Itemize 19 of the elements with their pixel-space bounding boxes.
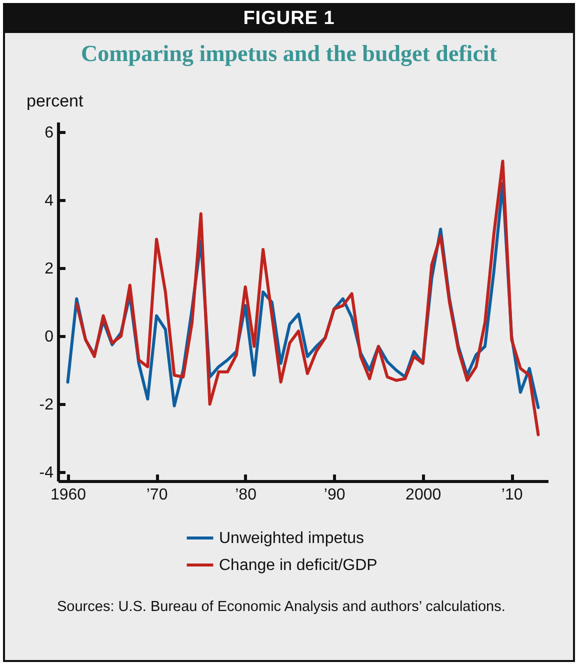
y-tick-label: 4 [44,192,54,210]
x-tick-label: ’10 [501,486,523,504]
line-series [75,160,540,436]
x-tick-label: 1960 [50,486,86,504]
chart-subtitle: Comparing impetus and the budget deficit [80,41,498,67]
y-tick-label: -4 [39,464,54,482]
y-axis-title: percent [26,92,84,110]
chart-title: FIGURE 1 [5,5,573,33]
x-tick-label: ’80 [235,486,257,504]
y-tick-label: 6 [44,124,54,142]
legend-label: Change in deficit/GDP [219,557,378,574]
x-tick-label: ’70 [146,486,168,504]
x-tick-label: ’90 [324,486,346,504]
y-tick-label: -2 [39,396,54,414]
source-note: Sources: U.S. Bureau of Economic Analysis and authors’ calculations. [57,598,506,617]
y-tick-label: 2 [44,260,54,278]
y-tick-label: 0 [44,328,54,346]
legend-label: Unweighted impetus [219,530,364,547]
x-tick-label: 2000 [406,486,442,504]
